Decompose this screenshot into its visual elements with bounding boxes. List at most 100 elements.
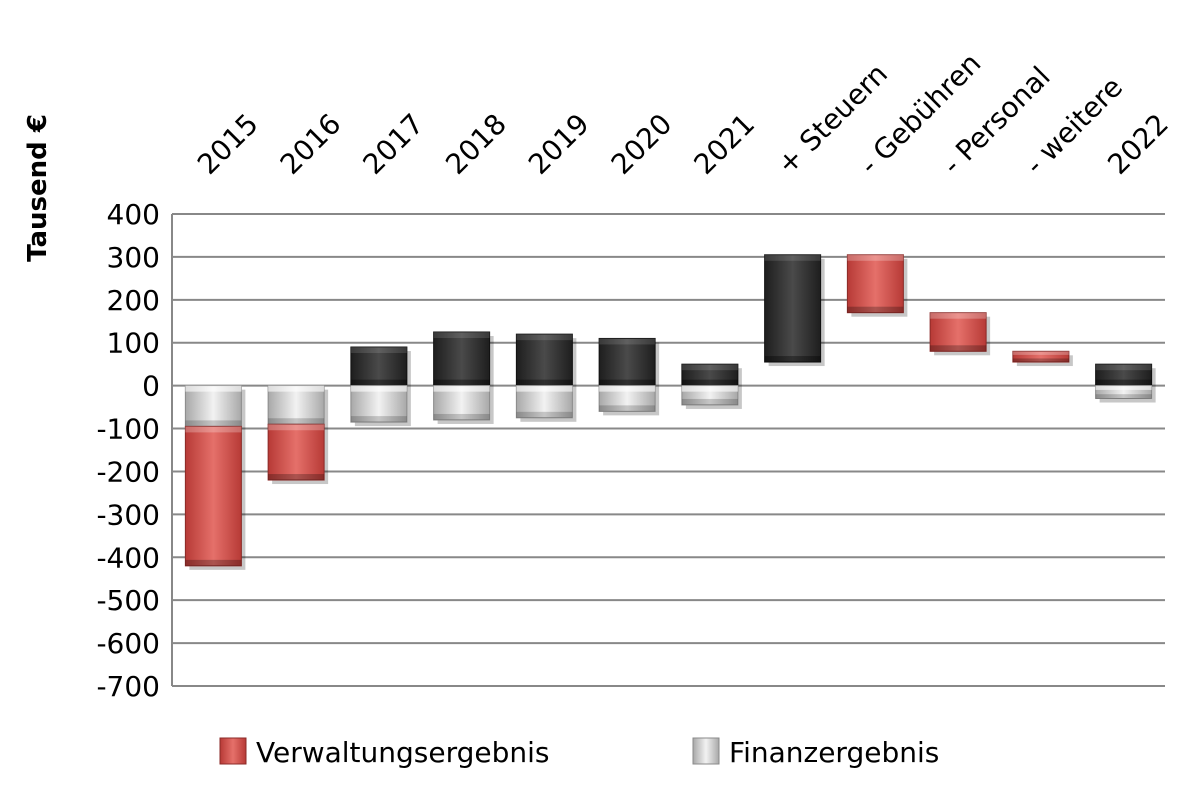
bar-2022-finanzergebnis — [1095, 385, 1156, 403]
bar-2017-finanzergebnis — [350, 385, 411, 427]
y-tick-label: -100 — [96, 413, 160, 446]
bar-bevel-bottom — [847, 306, 904, 313]
legend-item-verwaltungsergebnis: Verwaltungsergebnis — [219, 736, 550, 769]
y-tick-label: -500 — [96, 584, 160, 617]
bar-2015-finanzergebnis — [184, 385, 246, 431]
bar-bevel-top — [268, 385, 325, 392]
bar-2020-finanzergebnis — [598, 385, 660, 416]
bar-bevel-bottom — [681, 379, 738, 386]
bar-bevel-bottom — [764, 356, 821, 363]
bar-body — [598, 337, 656, 387]
bar-2020-jahresergebnis — [598, 337, 660, 390]
bar-bevel-bottom — [185, 559, 242, 566]
bar-weitere-verwaltungsergebnis — [1012, 350, 1073, 367]
legend-swatch-finanzergebnis — [692, 737, 720, 765]
bar-bevel-top — [930, 312, 987, 319]
bar-2016-verwaltungsergebnis — [267, 423, 329, 485]
y-tick-label: -200 — [96, 455, 160, 488]
category-label-2016: 2016 — [274, 107, 348, 181]
legend-label-verwaltungsergebnis: Verwaltungsergebnis — [256, 736, 550, 769]
bar-bevel-bottom — [1012, 358, 1069, 363]
bar-2019-jahresergebnis — [515, 333, 577, 390]
y-axis-title: Tausend € — [23, 114, 53, 262]
bar-bevel-bottom — [930, 345, 987, 352]
bar-bevel-top — [681, 385, 738, 392]
category-label-2021: 2021 — [687, 107, 761, 181]
bar-bevel-bottom — [516, 411, 573, 418]
bar-bevel-top — [433, 385, 490, 392]
bar-bevel-top — [1012, 351, 1069, 355]
y-tick-label: 100 — [107, 327, 160, 360]
bar-body — [1012, 350, 1070, 363]
category-label-2019: 2019 — [522, 107, 596, 181]
y-tick-label: 300 — [107, 241, 160, 274]
legend-item-finanzergebnis: Finanzergebnis — [692, 736, 939, 769]
bars — [184, 254, 1156, 570]
y-tick-label: 200 — [107, 284, 160, 317]
bar-2018-finanzergebnis — [433, 385, 494, 424]
bar-2021-finanzergebnis — [681, 385, 742, 409]
bar-bevel-bottom — [1095, 394, 1152, 399]
bar-2018-jahresergebnis — [433, 331, 494, 390]
legend-swatch-verwaltungsergebnis — [219, 737, 247, 765]
bar-bevel-bottom — [268, 418, 325, 425]
bar-bevel-top — [1095, 385, 1152, 390]
y-tick-label: -700 — [96, 670, 160, 703]
category-labels: 2015 2016 2017 2018 2019 2020 2021 + Steuern- G… — [191, 47, 1175, 181]
bar-bevel-bottom — [1095, 379, 1152, 386]
bar-bevel-bottom — [350, 416, 407, 423]
bar-personal-verwaltungsergebnis — [929, 312, 991, 356]
bar-bevel-top — [185, 385, 242, 392]
bar-bevel-top — [268, 424, 325, 431]
bar-2019-finanzergebnis — [515, 385, 577, 422]
bar-2021-jahresergebnis — [681, 363, 742, 390]
bar-2016-finanzergebnis — [267, 385, 329, 429]
y-tick-label: 0 — [142, 370, 160, 403]
category-label-2018: 2018 — [439, 107, 513, 181]
bar-steuern-jahresergebnis — [764, 254, 825, 367]
category-label-2015: 2015 — [191, 107, 265, 181]
bar-bevel-bottom — [433, 379, 490, 386]
y-tick-label: -400 — [96, 541, 160, 574]
bar-bevel-bottom — [681, 398, 738, 405]
bar-bevel-top — [847, 254, 904, 261]
bar-bevel-top — [599, 338, 656, 345]
y-tick-labels: 400 300 200 100 0 -100 -200 -300 -400 -500 -600 -70… — [96, 198, 160, 703]
y-tick-label: -600 — [96, 627, 160, 660]
bar-bevel-bottom — [185, 420, 242, 427]
bar-2017-jahresergebnis — [350, 346, 411, 390]
bar-bevel-top — [350, 385, 407, 392]
bar-bevel-bottom — [433, 413, 490, 420]
bar-2022-jahresergebnis — [1095, 363, 1156, 390]
bar-bevel-bottom — [516, 379, 573, 386]
bar-body — [267, 423, 325, 481]
bar-bevel-bottom — [599, 379, 656, 386]
category-label-2020: 2020 — [605, 107, 679, 181]
y-tick-label: 400 — [107, 198, 160, 231]
bar-bevel-top — [764, 254, 821, 261]
gridlines — [172, 213, 1165, 687]
bar-bevel-top — [681, 364, 738, 371]
bar-bevel-top — [599, 385, 656, 392]
bar-bevel-top — [350, 347, 407, 354]
bar-body — [184, 425, 242, 567]
bar-gebühren-verwaltungsergebnis — [846, 254, 908, 317]
bar-body — [515, 333, 573, 387]
legend-label-finanzergebnis: Finanzergebnis — [729, 736, 939, 769]
bar-body — [846, 254, 904, 314]
category-label-2022: 2022 — [1101, 107, 1175, 181]
bar-bevel-top — [433, 332, 490, 338]
bar-bevel-bottom — [350, 379, 407, 386]
bar-body — [184, 385, 242, 427]
bar-bevel-top — [516, 385, 573, 392]
legend: Verwaltungsergebnis Finanzergebnis — [219, 736, 939, 769]
bar-body — [350, 385, 408, 423]
bar-body — [929, 312, 987, 352]
y-tick-label: -300 — [96, 498, 160, 531]
bar-body — [433, 331, 491, 387]
bar-bevel-bottom — [268, 474, 325, 481]
bar-body — [764, 254, 822, 363]
bar-2015-verwaltungsergebnis — [184, 425, 246, 570]
bar-bevel-top — [185, 426, 242, 433]
